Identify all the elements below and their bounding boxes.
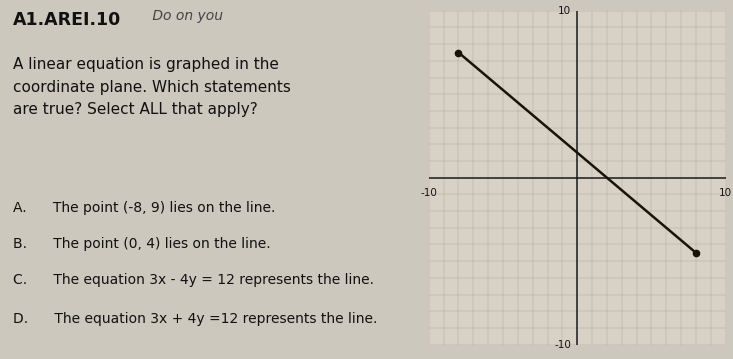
Text: -10: -10 <box>420 188 438 198</box>
Text: 10: 10 <box>719 188 732 198</box>
Text: -10: -10 <box>554 340 571 350</box>
Text: A1.AREI.10: A1.AREI.10 <box>13 11 121 29</box>
Text: B.      The point (0, 4) lies on the line.: B. The point (0, 4) lies on the line. <box>13 237 270 251</box>
Text: C.      The equation 3x - 4y = 12 represents the line.: C. The equation 3x - 4y = 12 represents … <box>13 273 374 287</box>
Text: A.      The point (-8, 9) lies on the line.: A. The point (-8, 9) lies on the line. <box>13 201 275 215</box>
Text: 10: 10 <box>558 6 571 16</box>
Text: A linear equation is graphed in the
coordinate plane. Which statements
are true?: A linear equation is graphed in the coor… <box>13 57 291 117</box>
Text: D.      The equation 3x + 4y =12 represents the line.: D. The equation 3x + 4y =12 represents t… <box>13 312 377 326</box>
Text: Do on you: Do on you <box>148 9 223 23</box>
